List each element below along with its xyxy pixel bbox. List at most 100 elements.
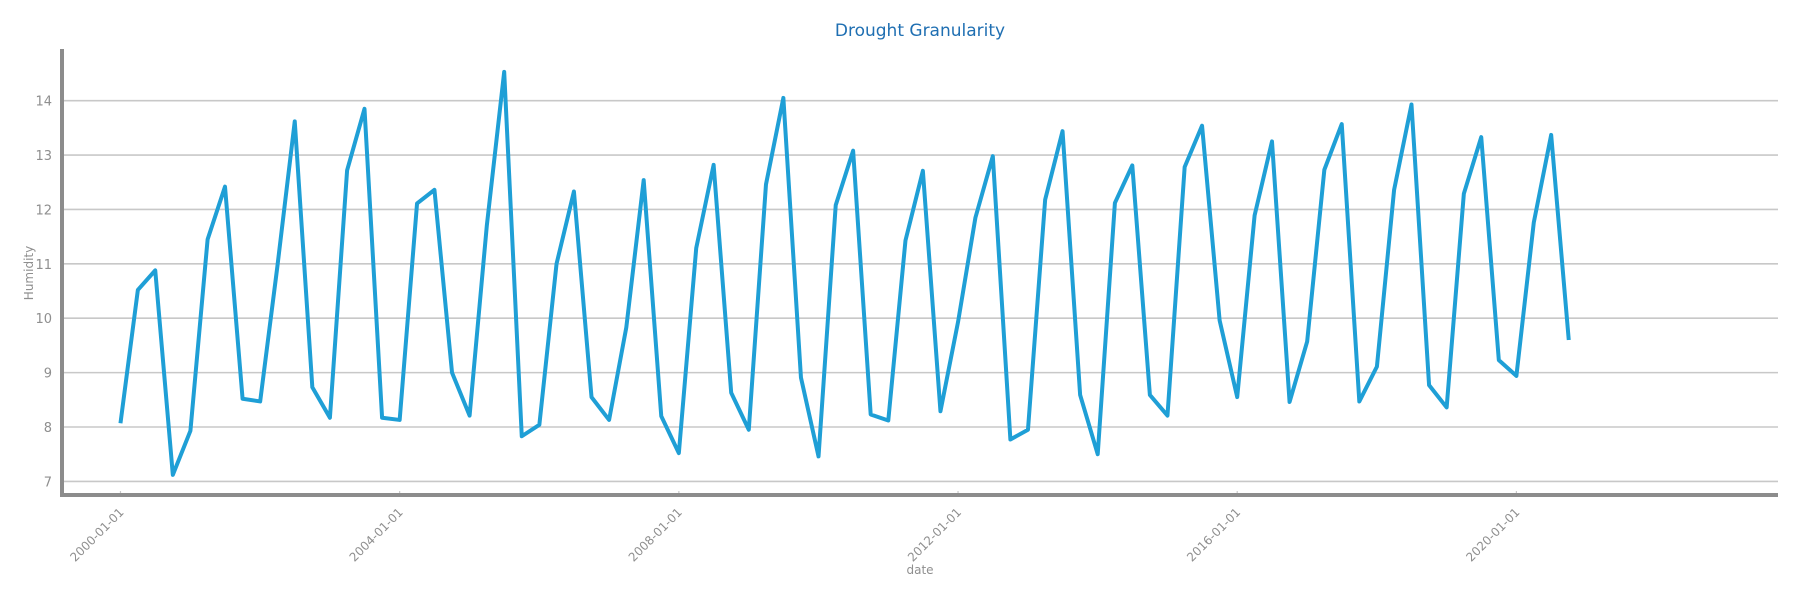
data-point-2001-04-01 — [206, 237, 210, 241]
data-point-2010-07-01 — [851, 149, 855, 153]
y-tick-label-8: 8 — [44, 421, 52, 436]
data-point-2019-01-01 — [1445, 405, 1449, 409]
data-point-2004-04-01 — [415, 201, 419, 205]
x-tick-label-2004-01-01: 2004-01-01 — [347, 505, 406, 564]
data-point-2009-07-01 — [781, 96, 785, 100]
data-point-2014-10-01 — [1148, 393, 1152, 397]
data-point-2018-10-01 — [1427, 383, 1431, 387]
data-point-2009-04-01 — [764, 182, 768, 186]
data-point-2010-04-01 — [834, 203, 838, 207]
x-tick-label-2016-01-01: 2016-01-01 — [1184, 505, 1243, 564]
data-point-2020-07-01 — [1549, 133, 1553, 137]
data-point-2018-01-01 — [1375, 365, 1379, 369]
grid-layer — [62, 99, 1778, 483]
data-point-2012-07-01 — [991, 154, 995, 158]
data-point-2008-04-01 — [694, 246, 698, 250]
data-point-2012-10-01 — [1008, 438, 1012, 442]
series-line-0 — [118, 69, 1571, 477]
data-point-2005-10-01 — [520, 434, 524, 438]
data-point-2011-10-01 — [938, 409, 942, 413]
data-point-2001-07-01 — [223, 185, 227, 189]
data-point-2017-01-01 — [1305, 340, 1309, 344]
chart-title: Drought Granularity — [835, 21, 1005, 41]
y-tick-label-11: 11 — [35, 258, 52, 273]
data-point-2007-01-01 — [607, 418, 611, 422]
data-point-2019-04-01 — [1462, 192, 1466, 196]
data-point-2020-01-01 — [1514, 374, 1518, 378]
data-point-2011-07-01 — [921, 169, 925, 173]
data-point-2019-07-01 — [1479, 135, 1483, 139]
data-point-2013-04-01 — [1043, 198, 1047, 202]
data-point-2012-01-01 — [956, 320, 960, 324]
data-point-2002-07-01 — [293, 119, 297, 123]
data-point-2004-10-01 — [450, 371, 454, 375]
data-point-2016-10-01 — [1288, 400, 1292, 404]
data-point-2003-01-01 — [328, 416, 332, 420]
x-tick-label-2020-01-01: 2020-01-01 — [1463, 505, 1522, 564]
data-point-2015-10-01 — [1218, 318, 1222, 322]
y-tick-label-10: 10 — [35, 312, 52, 327]
data-point-2006-07-01 — [572, 190, 576, 194]
data-point-2000-07-01 — [153, 268, 157, 272]
data-point-2018-07-01 — [1409, 102, 1413, 106]
x-axis-label: date — [906, 563, 933, 577]
data-point-2011-01-01 — [886, 418, 890, 422]
data-point-2007-10-01 — [659, 414, 663, 418]
x-tick-label-2008-01-01: 2008-01-01 — [626, 505, 685, 564]
data-point-2008-07-01 — [712, 163, 716, 167]
y-tick-label-12: 12 — [35, 203, 52, 218]
series-layer — [118, 69, 1571, 477]
data-point-2014-04-01 — [1113, 201, 1117, 205]
data-point-2015-01-01 — [1165, 414, 1169, 418]
data-point-2006-04-01 — [555, 262, 559, 266]
data-point-2020-04-01 — [1532, 221, 1536, 225]
y-tick-label-9: 9 — [44, 367, 52, 382]
data-point-2015-07-01 — [1200, 124, 1204, 128]
data-point-2000-10-01 — [171, 473, 175, 477]
data-point-2002-10-01 — [310, 385, 314, 389]
data-point-2017-07-01 — [1340, 122, 1344, 126]
y-tick-label-14: 14 — [35, 95, 52, 110]
data-point-2006-01-01 — [537, 423, 541, 427]
data-point-2003-10-01 — [380, 416, 384, 420]
data-point-2003-04-01 — [345, 168, 349, 172]
data-point-2017-10-01 — [1357, 399, 1361, 403]
data-point-2020-10-01 — [1567, 338, 1571, 342]
data-point-2015-04-01 — [1183, 165, 1187, 169]
data-point-2005-04-01 — [485, 224, 489, 228]
data-point-2009-01-01 — [747, 428, 751, 432]
data-point-2016-07-01 — [1270, 139, 1274, 143]
data-point-2000-01-01 — [118, 421, 122, 425]
data-point-2016-01-01 — [1235, 395, 1239, 399]
data-point-2004-07-01 — [432, 188, 436, 192]
data-point-2006-10-01 — [590, 395, 594, 399]
data-point-2010-01-01 — [817, 454, 821, 458]
data-point-2010-10-01 — [869, 413, 873, 417]
data-point-2000-04-01 — [136, 288, 140, 292]
data-point-2005-01-01 — [468, 414, 472, 418]
data-point-2005-07-01 — [502, 70, 506, 74]
data-point-2001-01-01 — [188, 429, 192, 433]
data-point-2017-04-01 — [1322, 168, 1326, 172]
data-point-2007-04-01 — [624, 325, 628, 329]
data-point-2016-04-01 — [1253, 213, 1257, 217]
y-axis-ticks: 7 8 9 10 11 12 13 14 — [35, 95, 52, 491]
y-tick-label-7: 7 — [44, 475, 52, 490]
data-point-2011-04-01 — [903, 238, 907, 242]
data-point-2001-10-01 — [241, 397, 245, 401]
data-point-2013-10-01 — [1078, 393, 1082, 397]
y-tick-label-13: 13 — [35, 149, 52, 164]
data-point-2009-10-01 — [799, 376, 803, 380]
x-axis-ticks: 2000-01-01 2004-01-01 2008-01-01 2012-01-01… — [67, 491, 1523, 564]
y-axis-label: Humidity — [22, 246, 36, 300]
data-point-2002-04-01 — [275, 265, 279, 269]
data-point-2018-04-01 — [1392, 188, 1396, 192]
data-point-2007-07-01 — [642, 178, 646, 182]
data-point-2008-10-01 — [729, 391, 733, 395]
data-point-2003-07-01 — [362, 107, 366, 111]
data-point-2013-07-01 — [1061, 129, 1065, 133]
data-point-2012-04-01 — [973, 216, 977, 220]
data-point-2014-07-01 — [1130, 163, 1134, 167]
data-point-2008-01-01 — [677, 451, 681, 455]
